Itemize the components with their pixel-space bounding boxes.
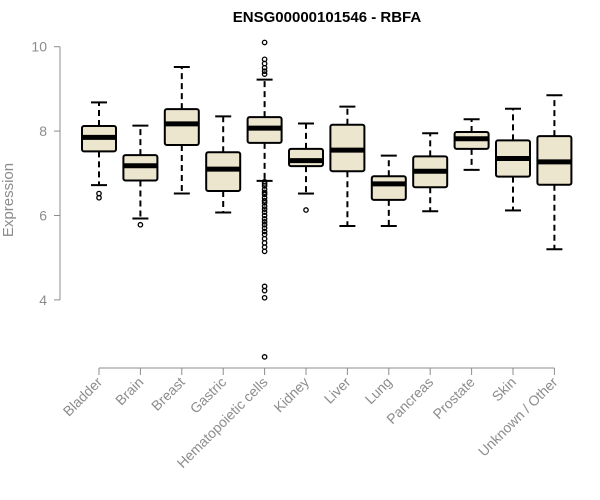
x-tick-label: Unknown / Other — [475, 374, 561, 460]
box-liver — [329, 105, 366, 228]
box-unknown-other — [536, 94, 573, 251]
box-body — [205, 151, 242, 193]
outlier-point — [261, 71, 268, 77]
x-tick-label: Lung — [362, 374, 395, 407]
box-body — [163, 108, 200, 147]
outlier-point — [261, 39, 268, 46]
x-tick-label: Liver — [321, 374, 354, 407]
outlier-point — [261, 287, 268, 294]
box-lung — [370, 154, 407, 228]
box-pancreas — [412, 132, 449, 213]
box-gastric — [205, 115, 242, 214]
outlier-point — [261, 189, 268, 196]
y-axis: 4 6 8 10 — [31, 39, 61, 308]
outlier-point — [261, 181, 268, 187]
outlier-point — [261, 228, 268, 235]
box-kidney — [288, 122, 324, 213]
x-tick-label: Brain — [112, 374, 146, 408]
x-tick-label: Kidney — [271, 374, 313, 416]
y-tick-label: 10 — [31, 39, 47, 55]
box-body — [288, 147, 324, 168]
box-hematopoietic-cells — [246, 39, 283, 360]
outlier-point — [261, 354, 268, 360]
y-tick-label: 8 — [39, 123, 47, 139]
boxes-group — [81, 39, 573, 360]
box-bladder — [81, 101, 117, 201]
x-tick-label: Prostate — [430, 374, 478, 422]
box-breast — [163, 65, 200, 195]
outlier-point — [261, 206, 268, 213]
outlier-point — [261, 216, 268, 222]
outlier-point — [261, 225, 268, 232]
outlier-point — [261, 68, 268, 75]
outlier-point — [261, 221, 268, 228]
box-skin — [495, 107, 531, 212]
outlier-point — [303, 207, 309, 213]
box-prostate — [453, 118, 490, 171]
outlier-point — [261, 197, 268, 204]
outlier-point — [261, 186, 268, 193]
outlier-point — [137, 221, 144, 228]
y-axis-label: Expression — [0, 163, 17, 237]
x-tick-label: Bladder — [60, 374, 106, 420]
outlier-point — [261, 218, 268, 225]
chart-title: ENSG00000101546 - RBFA — [233, 9, 422, 26]
outlier-point — [261, 212, 268, 219]
outlier-point — [261, 248, 268, 255]
box-brain — [122, 124, 159, 228]
outlier-point — [261, 64, 268, 71]
outlier-point — [96, 190, 102, 197]
outlier-point — [261, 209, 268, 215]
outlier-point — [261, 294, 268, 301]
outlier-point — [261, 203, 268, 210]
x-tick-label: Skin — [489, 374, 520, 405]
outlier-point — [261, 191, 268, 198]
y-tick-label: 4 — [39, 292, 47, 308]
outlier-point — [261, 183, 268, 189]
y-tick-label: 6 — [39, 208, 47, 224]
outlier-point — [261, 199, 268, 206]
x-tick-label: Breast — [148, 374, 188, 414]
outlier-point — [261, 194, 268, 201]
box-body — [370, 175, 407, 201]
